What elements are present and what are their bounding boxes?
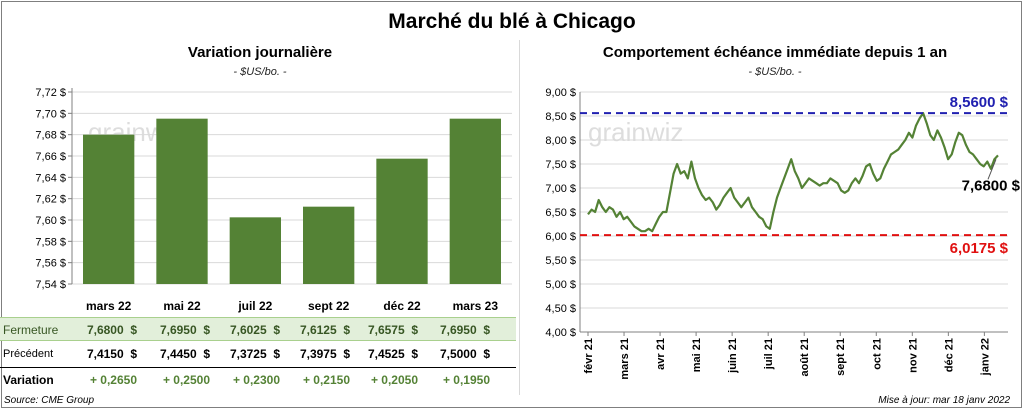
- source-note: Source: CME Group: [4, 395, 95, 406]
- line-chart-unit: - $US/bo. -: [748, 66, 802, 78]
- row-label: Précédent: [3, 348, 54, 360]
- table-cell: 7,6800 $: [86, 323, 137, 337]
- table-cell: 7,5000 $: [439, 347, 490, 361]
- panel-divider: [519, 40, 520, 395]
- y-tick-label: 7,70 $: [35, 108, 66, 120]
- bar-chart: grainwiz 7,54 $7,56 $7,58 $7,60 $7,62 $7…: [35, 87, 512, 313]
- y-tick-label: 7,54 $: [35, 279, 66, 291]
- bar: [229, 217, 281, 284]
- table-cell: + 0,1950: [442, 373, 490, 387]
- x-tick-label: déc 22: [383, 299, 421, 313]
- table-cell: 7,6950 $: [439, 323, 490, 337]
- bar-chart-unit: - $US/bo. -: [233, 66, 287, 78]
- table-cell: 7,4525 $: [367, 347, 418, 361]
- table-cell: 7,3975 $: [299, 347, 350, 361]
- table-cell: 7,6125 $: [299, 323, 350, 337]
- x-tick-label: mars 22: [86, 299, 132, 313]
- table-cell: + 0,2150: [302, 373, 350, 387]
- x-tick-label: mai 22: [163, 299, 201, 313]
- y-tick-label: 7,62 $: [35, 194, 66, 206]
- bar: [156, 118, 208, 285]
- table-cell: + 0,2650: [89, 373, 137, 387]
- y-tick-label: 7,60 $: [35, 215, 66, 227]
- table-cell: + 0,2050: [370, 373, 418, 387]
- bar: [83, 134, 135, 284]
- table-cell: 7,4450 $: [159, 347, 210, 361]
- table-cell: + 0,2500: [162, 373, 210, 387]
- table-row-fermeture: Fermeture 7,6800 $ 7,6950 $ 7,6025 $ 7,6125 …: [0, 317, 516, 341]
- bar: [376, 158, 428, 284]
- table-cell: 7,3725 $: [229, 347, 280, 361]
- y-tick-label: 7,56 $: [35, 258, 66, 270]
- update-note: Mise à jour: mar 18 janv 2022: [878, 395, 1010, 406]
- y-tick-label: 7,64 $: [35, 172, 66, 184]
- table-cell: 7,6575 $: [367, 323, 418, 337]
- bar-chart-title: Variation journalière: [187, 44, 333, 61]
- table-cell: 7,4150 $: [86, 347, 137, 361]
- x-tick-label: juil 22: [237, 299, 272, 313]
- bar: [303, 206, 355, 284]
- y-tick-label: 7,66 $: [35, 151, 66, 163]
- y-tick-label: 7,58 $: [35, 236, 66, 248]
- table-row-variation: Variation + 0,2650 + 0,2500 + 0,2300 + 0,215…: [0, 367, 516, 391]
- table-cell: + 0,2300: [232, 373, 280, 387]
- bar: [449, 118, 501, 285]
- table-cell: 7,6950 $: [159, 323, 210, 337]
- line-chart-title: Comportement échéance immédiate depuis 1…: [602, 44, 948, 61]
- row-label: Variation: [3, 373, 54, 387]
- table-row-precedent: Précédent 7,4150 $ 7,4450 $ 7,3725 $ 7,3975 …: [0, 342, 516, 366]
- x-tick-label: sept 22: [308, 299, 350, 313]
- y-tick-label: 7,72 $: [35, 87, 66, 99]
- table-cell: 7,6025 $: [229, 323, 280, 337]
- row-label: Fermeture: [3, 323, 59, 337]
- y-tick-label: 7,68 $: [35, 130, 66, 142]
- main-title: Marché du blé à Chicago: [388, 10, 636, 33]
- x-tick-label: mars 23: [453, 299, 499, 313]
